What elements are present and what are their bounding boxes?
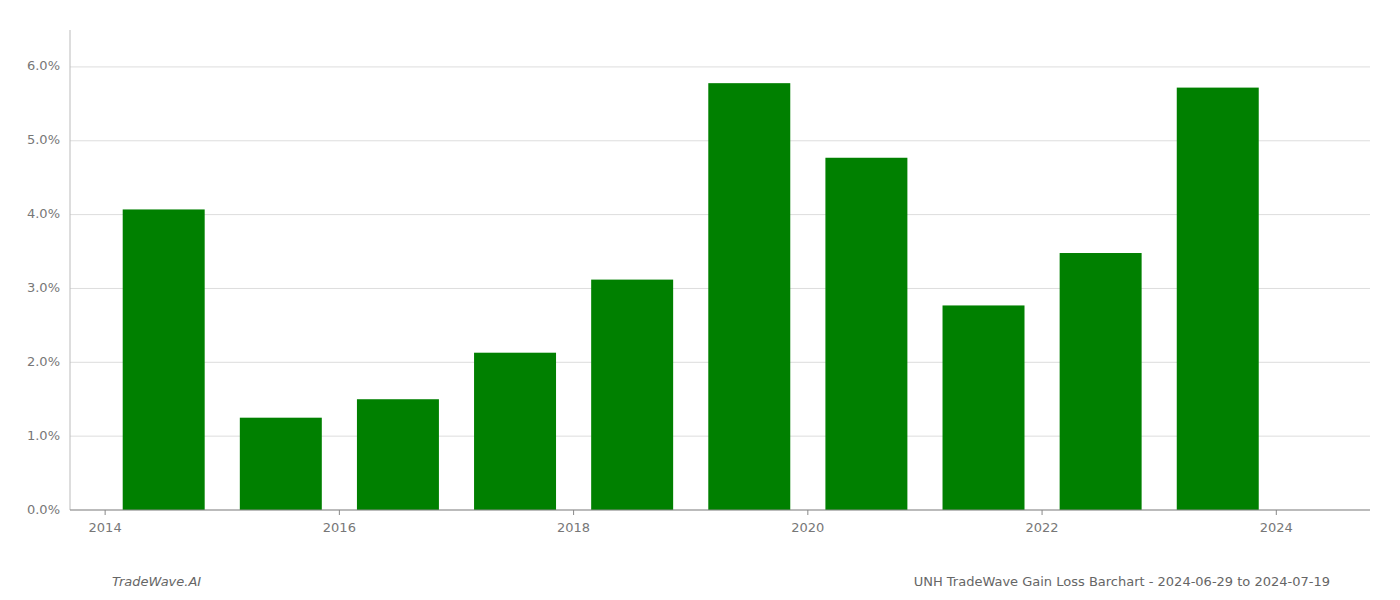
bar <box>708 83 790 510</box>
y-grid <box>70 67 1370 510</box>
bar <box>825 158 907 510</box>
x-tick <box>1042 510 1043 515</box>
x-tick <box>1276 510 1277 515</box>
bar <box>357 399 439 510</box>
x-tick-label: 2016 <box>323 520 356 535</box>
grid-line <box>70 510 1370 511</box>
bar <box>591 280 673 510</box>
bar <box>943 305 1025 510</box>
y-tick-label: 5.0% <box>27 132 60 147</box>
bars <box>123 83 1259 510</box>
title: UNH TradeWave Gain Loss Barchart - 2024-… <box>914 574 1330 589</box>
bar <box>123 209 205 510</box>
chart-svg: 0.0% 1.0% 2.0% 3.0% 4.0% 5.0% 6.0% 2014 2016 2018… <box>0 0 1400 600</box>
x-tick-label: 2020 <box>791 520 824 535</box>
x-tick-label: 2018 <box>557 520 590 535</box>
y-tick-label: 2.0% <box>27 354 60 369</box>
y-tick-label: 0.0% <box>27 502 60 517</box>
x-tick-label: 2022 <box>1026 520 1059 535</box>
background <box>0 0 1400 600</box>
x-tick-label: 2014 <box>89 520 122 535</box>
footer-left: TradeWave.AI <box>112 574 201 589</box>
y-tick-label: 1.0% <box>27 428 60 443</box>
bar <box>240 418 322 510</box>
x-tick-label: 2024 <box>1260 520 1293 535</box>
x-tick <box>105 510 106 515</box>
y-tick-label: 4.0% <box>27 206 60 221</box>
x-tick <box>807 510 808 515</box>
x-tick <box>339 510 340 515</box>
y-axis-line <box>70 30 71 510</box>
y-tick-label: 6.0% <box>27 58 60 73</box>
bar <box>1177 88 1259 510</box>
grid-line <box>70 66 1370 67</box>
x-axis-line <box>70 510 1370 511</box>
chart-container: 0.0% 1.0% 2.0% 3.0% 4.0% 5.0% 6.0% 2014 2016 2018… <box>0 0 1400 600</box>
bar <box>1060 253 1142 510</box>
x-tick <box>573 510 574 515</box>
y-tick-label: 3.0% <box>27 280 60 295</box>
bar <box>474 353 556 510</box>
